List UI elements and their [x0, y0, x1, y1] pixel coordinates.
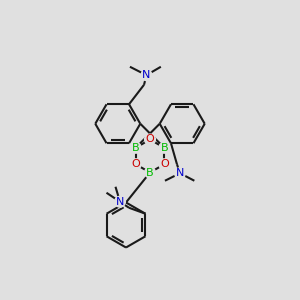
Circle shape — [159, 142, 170, 153]
Circle shape — [130, 142, 141, 153]
Circle shape — [175, 168, 185, 178]
Circle shape — [115, 196, 125, 207]
Text: B: B — [146, 167, 154, 178]
Circle shape — [159, 159, 170, 170]
Text: B: B — [160, 143, 168, 153]
Text: O: O — [131, 159, 140, 169]
Text: O: O — [146, 134, 154, 145]
Circle shape — [130, 159, 141, 170]
Circle shape — [145, 134, 155, 145]
Text: N: N — [176, 168, 184, 178]
Circle shape — [145, 167, 155, 178]
Circle shape — [141, 70, 152, 81]
Text: O: O — [160, 159, 169, 169]
Text: N: N — [116, 197, 124, 207]
Text: B: B — [132, 143, 140, 153]
Text: N: N — [142, 70, 151, 80]
